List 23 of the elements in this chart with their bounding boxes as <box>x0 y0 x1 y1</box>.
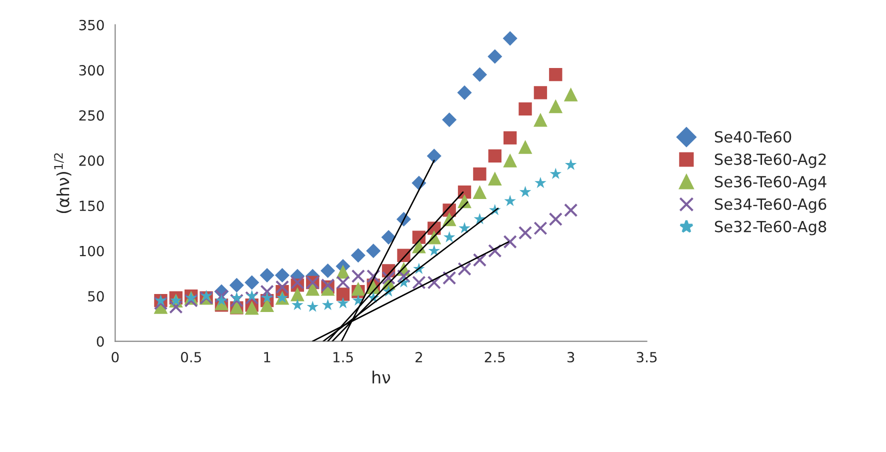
legend-label: Se32-Te60-Ag8 <box>714 220 826 236</box>
y-tick-label: 0 <box>96 336 104 347</box>
x-tick-label: 1.5 <box>333 352 353 362</box>
x-tick-label: 0.5 <box>180 352 201 362</box>
x-axis-title: hν <box>372 370 390 384</box>
legend-label: Se38-Te60-Ag2 <box>714 154 826 168</box>
legend-label: Se34-Te60-Ag6 <box>714 198 826 213</box>
legend-label: Se40-Te60 <box>714 131 792 143</box>
x-tick-label: 1 <box>264 352 270 362</box>
x-tick-label: 3 <box>567 352 574 362</box>
y-tick-label: 250 <box>79 110 104 121</box>
y-tick-label: 300 <box>79 65 104 76</box>
x-tick-label: 3.5 <box>636 352 657 362</box>
legend-label: Se36-Te60-Ag4 <box>714 176 826 190</box>
y-tick-label: 150 <box>80 200 104 212</box>
y-tick-label: 350 <box>79 20 104 30</box>
x-tick-label: 2 <box>416 352 422 362</box>
x-tick-label: 2.5 <box>484 352 505 362</box>
y-axis-title: (αhν)$^{1/2}$ <box>54 153 72 214</box>
y-tick-label: 100 <box>80 246 104 256</box>
x-tick-label: 0 <box>112 352 119 362</box>
y-tick-label: 200 <box>79 155 104 166</box>
y-tick-label: 50 <box>88 291 104 302</box>
